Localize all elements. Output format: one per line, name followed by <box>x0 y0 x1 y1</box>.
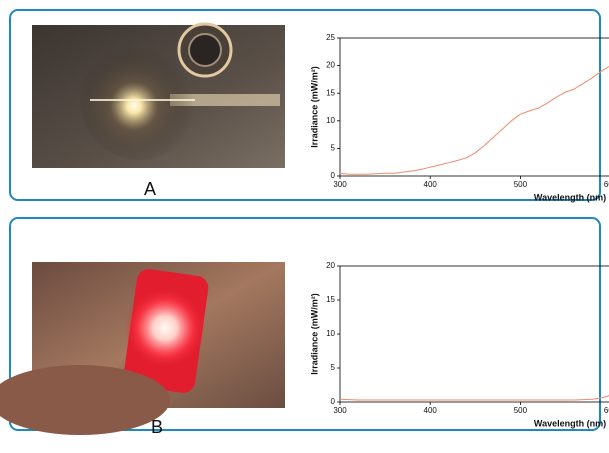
x-tick-label: 400 <box>424 406 438 415</box>
y-tick-label: 10 <box>326 329 335 338</box>
x-tick-label: 500 <box>514 406 528 415</box>
plot-frame <box>339 37 609 177</box>
y-tick-label: 5 <box>331 363 336 372</box>
spectrum-line <box>339 65 609 175</box>
y-tick-label: 25 <box>326 33 335 42</box>
panel-border <box>9 9 601 201</box>
x-tick-label: 300 <box>333 406 347 415</box>
y-axis-label: Irradiance (mW/m²) <box>309 66 319 148</box>
x-tick-label: 500 <box>514 180 528 189</box>
x-axis-label: Wavelength (nm) <box>534 418 606 428</box>
y-tick-label: 15 <box>326 295 335 304</box>
y-tick-label: 15 <box>326 88 335 97</box>
y-tick-label: 20 <box>326 261 335 270</box>
y-tick-label: 0 <box>331 397 336 406</box>
x-axis-label: Wavelength (nm) <box>534 192 606 202</box>
panel-label: A <box>144 179 156 199</box>
plot-frame <box>339 265 609 403</box>
panel-label: B <box>151 417 163 437</box>
y-axis-label: Irradiance (mW/m²) <box>309 293 319 375</box>
y-tick-label: 20 <box>326 61 335 70</box>
x-tick-label: 600 <box>604 406 609 415</box>
photo-red-light <box>0 262 285 435</box>
x-tick-label: 600 <box>604 180 609 189</box>
y-tick-label: 0 <box>331 171 336 180</box>
y-tick-label: 5 <box>331 144 336 153</box>
x-tick-label: 400 <box>424 180 438 189</box>
y-tick-label: 10 <box>326 116 335 125</box>
spectrum-line <box>339 395 609 401</box>
photo-projector <box>32 22 285 168</box>
x-tick-label: 300 <box>333 180 347 189</box>
panel-border <box>9 217 601 431</box>
